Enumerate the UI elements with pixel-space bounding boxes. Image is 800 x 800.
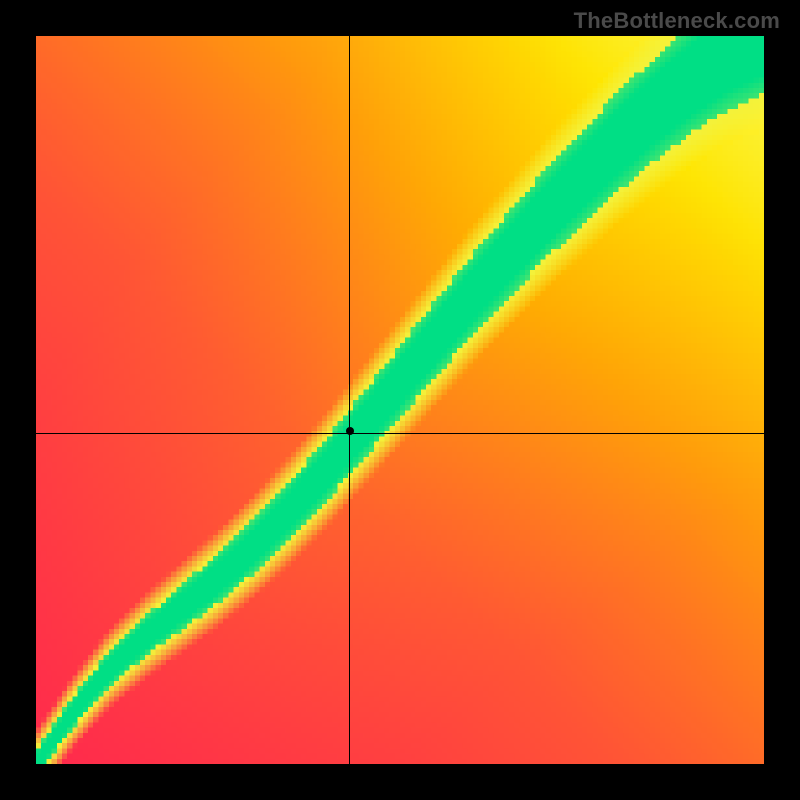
- crosshair-horizontal: [36, 433, 764, 434]
- heatmap-canvas: [36, 36, 764, 764]
- chart-frame: TheBottleneck.com: [0, 0, 800, 800]
- marker-dot: [346, 427, 354, 435]
- crosshair-vertical: [349, 36, 350, 764]
- plot-area: [36, 36, 764, 764]
- watermark-text: TheBottleneck.com: [574, 8, 780, 34]
